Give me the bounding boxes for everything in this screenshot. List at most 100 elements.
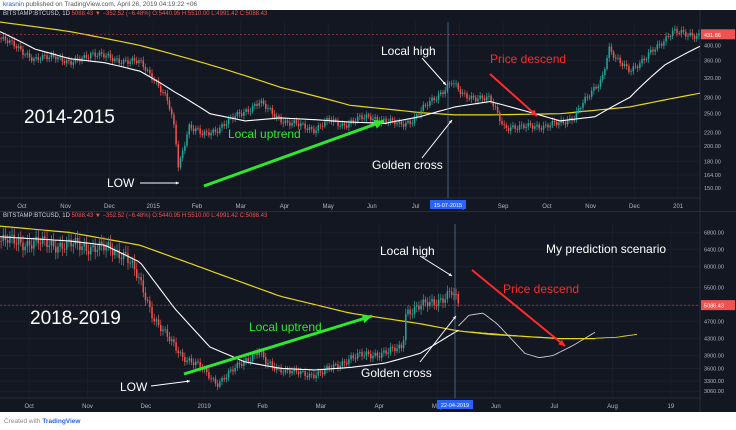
candle-body — [455, 293, 457, 295]
candle-body — [234, 367, 236, 372]
candle-body — [175, 342, 177, 351]
candle-body — [348, 123, 350, 128]
candle-body — [135, 269, 138, 278]
candle-body — [195, 128, 197, 132]
candle-body — [356, 353, 359, 359]
candle-body — [125, 59, 127, 61]
candle-body — [208, 132, 210, 136]
prediction-price-line — [458, 312, 596, 359]
candle-body — [315, 375, 317, 378]
candle-body — [693, 35, 696, 39]
last-price-label: 5088.43 — [704, 304, 724, 310]
candle-body — [39, 243, 42, 245]
chart-panel-2018-2019[interactable]: BITSTAMP:BTCUSD, 1D 5088.43 ▼ −352.52 (−… — [0, 211, 736, 412]
candle-body — [282, 122, 285, 124]
candle-body — [26, 53, 29, 55]
candle-body — [57, 57, 59, 60]
symbol-line: BITSTAMP:BTCUSD, 1D 5088.43 ▼ −352.52 (−… — [3, 213, 267, 219]
candle-body — [687, 35, 689, 37]
candle-body — [107, 53, 110, 56]
candle-body — [160, 85, 162, 92]
candle-body — [577, 108, 580, 111]
candle-body — [127, 60, 129, 64]
candle-body — [413, 116, 416, 124]
candle-body — [227, 371, 230, 378]
candle-body — [394, 120, 396, 125]
candle-body — [70, 239, 72, 247]
candle-body — [588, 96, 591, 98]
candle-body — [689, 32, 691, 36]
x-tick-label: 201 — [673, 204, 684, 210]
candle-body — [621, 62, 624, 66]
author-name[interactable]: krasnin — [3, 1, 24, 8]
candle-body — [313, 374, 315, 378]
candle-body — [111, 249, 114, 256]
candle-body — [208, 371, 210, 379]
candle-body — [698, 33, 700, 36]
x-tick-label: Apr — [280, 204, 289, 210]
x-tick-label: Oct — [24, 404, 34, 410]
candle-body — [243, 111, 245, 116]
candle-body — [24, 54, 26, 56]
candle-body — [682, 30, 685, 32]
candle-body — [297, 123, 300, 127]
last-price-badge — [701, 29, 735, 40]
candle-body — [597, 86, 600, 89]
candle-body — [192, 128, 195, 132]
candle-body — [623, 64, 626, 66]
candle-body — [30, 245, 33, 249]
y-tick-label: 6000.00 — [704, 264, 724, 270]
candle-body — [494, 106, 497, 108]
candle-body — [326, 118, 328, 122]
candle-body — [641, 58, 643, 64]
publish-info: published on TradingView.com, April 26, … — [25, 1, 198, 8]
candle-body — [426, 302, 429, 307]
candle-body — [389, 118, 392, 123]
annotation-local-high: Local high — [381, 44, 436, 58]
candle-body — [120, 258, 123, 260]
candle-body — [122, 59, 125, 64]
candle-body — [149, 300, 151, 308]
candle-body — [411, 123, 414, 124]
candle-body — [44, 236, 46, 239]
candle-body — [378, 356, 381, 358]
tradingview-logo[interactable]: TradingView — [42, 418, 81, 425]
local-high-arrow — [421, 57, 447, 86]
candle-body — [280, 367, 282, 373]
candle-body — [398, 344, 400, 349]
candle-body — [442, 92, 444, 95]
candle-body — [286, 368, 289, 371]
candle-body — [120, 63, 123, 64]
candle-body — [383, 350, 385, 353]
candle-body — [282, 372, 285, 374]
y-tick-label: 200.00 — [704, 144, 721, 150]
chart-canvas[interactable]: OctNovDec2015FebMarAprMayJunJulAugSepOct… — [0, 10, 736, 211]
candle-body — [394, 347, 396, 352]
candle-body — [265, 103, 267, 109]
candle-body — [435, 304, 438, 307]
candle-body — [345, 125, 348, 128]
candle-body — [442, 298, 444, 303]
candle-body — [575, 110, 578, 119]
chart-panel-2014-2015[interactable]: BITSTAMP:BTCUSD, 1D 5088.43 ▼ −352.52 (−… — [0, 10, 736, 211]
candle-body — [376, 352, 379, 357]
candle-body — [83, 243, 85, 247]
candle-body — [376, 116, 379, 121]
candle-body — [265, 357, 267, 365]
candle-body — [402, 124, 405, 127]
ma-slow-line — [0, 21, 701, 116]
candle-body — [619, 57, 621, 63]
candle-body — [240, 364, 243, 366]
candle-body — [549, 125, 551, 128]
candle-body — [286, 120, 289, 123]
candle-body — [234, 116, 236, 120]
candle-body — [505, 125, 508, 129]
candle-body — [131, 58, 134, 62]
candle-body — [201, 133, 204, 136]
candle-body — [111, 57, 114, 62]
chart-canvas[interactable]: OctNovDec2019FebMarAprMayJunJulAug193060… — [0, 212, 736, 412]
candle-body — [162, 329, 164, 332]
candle-body — [405, 314, 407, 341]
candle-body — [507, 128, 510, 131]
candle-body — [448, 291, 451, 293]
